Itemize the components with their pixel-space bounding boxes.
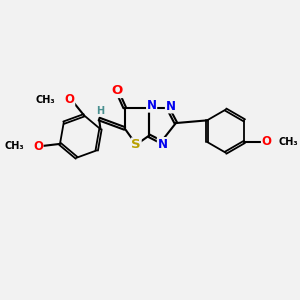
Text: H: H [96,106,104,116]
Text: CH₃: CH₃ [279,137,298,147]
Text: N: N [166,100,176,113]
Text: CH₃: CH₃ [35,95,55,105]
Text: O: O [33,140,43,153]
Text: N: N [147,99,157,112]
Text: O: O [64,93,75,106]
Text: N: N [158,138,167,151]
Text: O: O [262,135,272,148]
Text: CH₃: CH₃ [4,141,24,151]
Text: S: S [131,138,141,151]
Text: O: O [112,85,123,98]
